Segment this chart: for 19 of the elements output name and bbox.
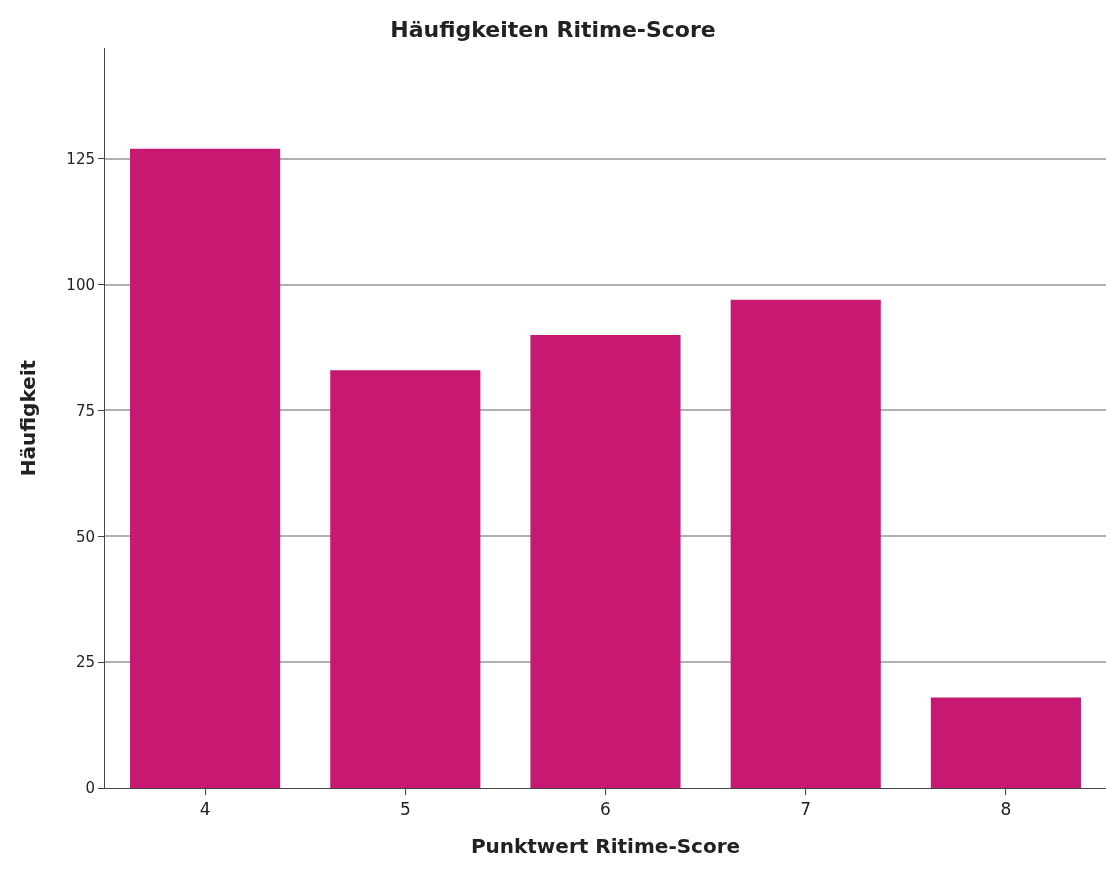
x-tick-label: 8	[1000, 799, 1012, 820]
chart-title: Häufigkeiten Ritime-Score	[390, 17, 716, 43]
y-tick-label: 100	[66, 275, 95, 294]
bar	[530, 334, 681, 788]
bar	[130, 148, 281, 788]
y-tick-label: 25	[75, 653, 95, 672]
bar	[330, 370, 481, 788]
x-tick-label: 7	[800, 799, 812, 820]
x-tick-label: 4	[199, 799, 211, 820]
y-tick-label: 0	[85, 779, 95, 798]
y-tick-label: 125	[66, 150, 95, 168]
y-tick-label: 75	[75, 401, 95, 420]
y-tick-label: 50	[75, 527, 95, 546]
bar	[730, 299, 881, 788]
x-tick-label: 5	[399, 799, 411, 820]
x-axis-title: Punktwert Ritime-Score	[470, 833, 741, 858]
x-tick-label: 6	[600, 799, 611, 820]
bar	[930, 697, 1081, 788]
y-axis-title: Häufigkeit	[15, 359, 40, 477]
